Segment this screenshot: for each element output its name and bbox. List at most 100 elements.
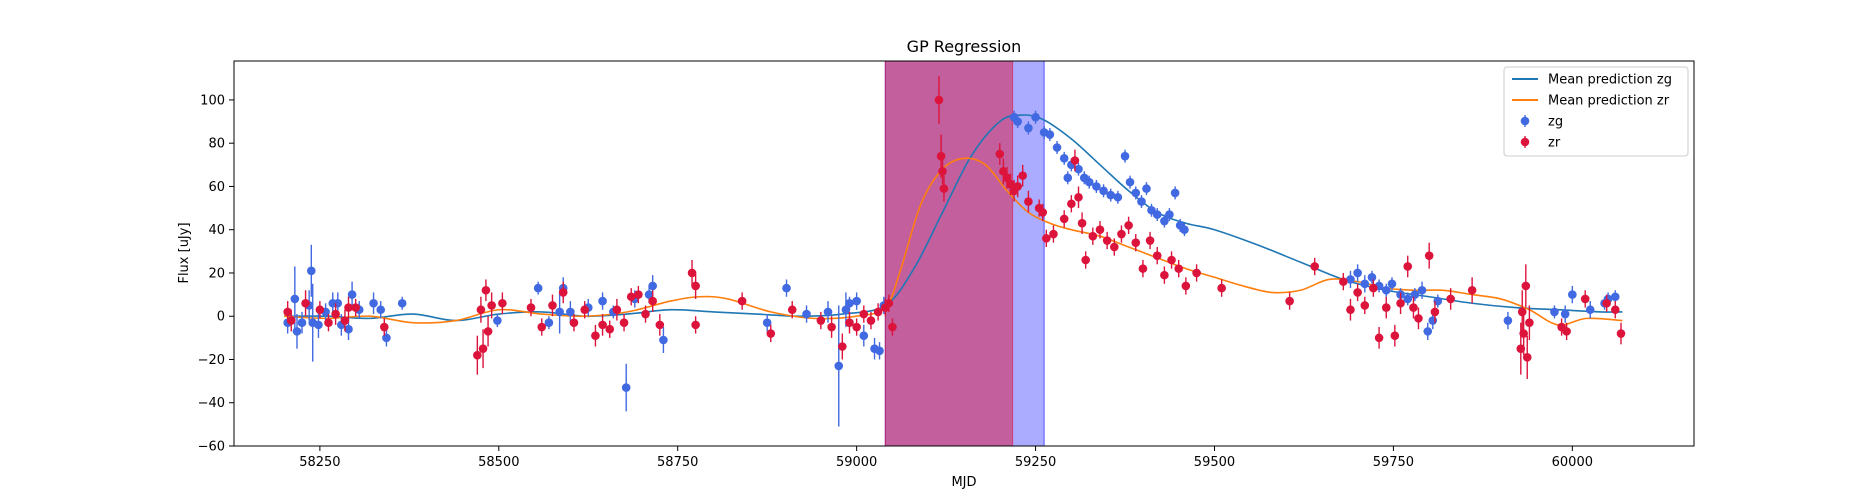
- zg-data-point: [1381, 285, 1391, 295]
- zr-data-point: [286, 316, 296, 325]
- zr-data-point: [1013, 182, 1022, 191]
- zr-data-point: [612, 305, 622, 315]
- zr-data-point: [1580, 294, 1590, 304]
- zr-data-point: [1285, 296, 1294, 306]
- legend-entry-label: zr: [1548, 136, 1561, 151]
- zr-data-point: [641, 309, 650, 319]
- zr-data-point: [351, 303, 360, 312]
- zg-data-point: [297, 318, 307, 328]
- zg-data-point: [382, 333, 391, 343]
- zg-data-point: [1052, 143, 1062, 152]
- zg-data-point: [845, 298, 854, 308]
- zg-data-point: [1503, 316, 1513, 325]
- zg-data-point: [314, 320, 323, 330]
- zr-data-point: [483, 327, 493, 336]
- zr-data-point: [866, 316, 876, 325]
- zr-data-point: [1414, 314, 1423, 323]
- zg-data-point: [1045, 130, 1055, 139]
- zr-data-point: [1192, 268, 1201, 278]
- zr-data-point: [999, 167, 1008, 176]
- zr-data-point: [1018, 171, 1027, 180]
- zg-data-point: [344, 324, 353, 334]
- zg-data-point: [782, 283, 791, 293]
- zg-data-point: [555, 307, 564, 317]
- zr-data-point: [558, 288, 568, 297]
- zg-data-point: [1417, 285, 1427, 295]
- zg-data-point: [802, 309, 811, 319]
- zr-data-point: [888, 322, 897, 332]
- zr-data-point: [845, 318, 854, 328]
- zg-data-point: [644, 290, 654, 299]
- zr-data-point: [1522, 353, 1532, 362]
- zr-data-point: [1167, 255, 1176, 265]
- legend-swatch-marker: [1520, 137, 1530, 147]
- legend-swatch-marker: [1520, 116, 1530, 126]
- zg-data-point: [1160, 216, 1169, 226]
- legend-entry-label: Mean prediction zr: [1548, 94, 1670, 109]
- zr-data-point: [884, 298, 894, 308]
- zr-data-point: [569, 318, 579, 328]
- zr-data-point: [1070, 156, 1080, 165]
- zg-data-point: [823, 307, 833, 317]
- zg-data-point: [1120, 151, 1130, 161]
- zr-data-point: [816, 316, 826, 325]
- zr-data-point: [1521, 281, 1531, 291]
- shaded-span-2: [884, 60, 1014, 447]
- x-axis-ticks: 58250 58500 58750 59000 59250 59500 59750 60000: [299, 446, 1593, 470]
- zg-data-point: [1013, 117, 1022, 126]
- legend-entry-label: Mean prediction zg: [1548, 73, 1672, 88]
- zr-data-point: [1396, 298, 1405, 308]
- zr-data-point: [591, 331, 600, 340]
- zr-data-point: [1174, 264, 1184, 273]
- zr-data-point: [605, 324, 615, 334]
- zr-data-point: [1217, 283, 1226, 293]
- zg-data-point: [621, 383, 631, 392]
- zr-data-point: [619, 318, 629, 328]
- x-tick-label: 59750: [1373, 455, 1414, 470]
- zr-data-point: [687, 268, 697, 278]
- zg-data-point: [659, 335, 668, 345]
- zr-data-point: [1424, 251, 1434, 260]
- zr-data-point: [1562, 327, 1571, 336]
- zr-data-point: [548, 301, 557, 310]
- observation-points: [283, 76, 1626, 427]
- zg-data-point: [1059, 154, 1069, 163]
- zr-data-point: [1124, 221, 1133, 230]
- zr-data-point: [1446, 294, 1455, 304]
- zg-data-point: [292, 327, 302, 336]
- zg-data-point: [347, 290, 357, 299]
- zr-data-point: [648, 296, 657, 306]
- zr-data-point: [1516, 344, 1526, 353]
- zr-data-point: [1095, 225, 1105, 235]
- y-axis-ticks: −60 −40 −20 0 20 40 60 80 100: [198, 93, 234, 455]
- zr-data-point: [526, 303, 536, 312]
- zr-data-point: [873, 307, 883, 317]
- zr-data-point: [598, 320, 607, 330]
- zg-data-point: [376, 305, 386, 315]
- zr-data-point: [1616, 329, 1626, 338]
- zg-data-point: [1092, 182, 1101, 191]
- zr-data-point: [655, 320, 665, 330]
- zg-data-point: [544, 318, 554, 328]
- zr-data-point: [1339, 277, 1348, 286]
- zr-data-point: [1160, 270, 1169, 280]
- x-axis-label: MJD: [951, 475, 976, 490]
- zg-data-point: [1346, 275, 1355, 284]
- zg-data-point: [1031, 112, 1040, 122]
- y-tick-label: 40: [208, 223, 225, 238]
- zg-data-point: [1024, 123, 1033, 133]
- x-tick-label: 58750: [657, 455, 698, 470]
- zg-data-point: [1099, 186, 1108, 196]
- chart-title: GP Regression: [907, 37, 1022, 56]
- zr-data-point: [1360, 301, 1370, 310]
- zr-data-point: [1346, 305, 1355, 315]
- x-tick-label: 58250: [299, 455, 340, 470]
- zr-data-point: [691, 320, 700, 330]
- y-tick-label: 80: [208, 137, 225, 152]
- zg-data-point: [1142, 184, 1151, 193]
- zr-data-point: [934, 95, 944, 105]
- zr-data-point: [1002, 173, 1012, 183]
- zg-data-point: [1137, 197, 1146, 206]
- zr-data-point: [1067, 199, 1076, 209]
- zr-data-point: [1117, 229, 1126, 239]
